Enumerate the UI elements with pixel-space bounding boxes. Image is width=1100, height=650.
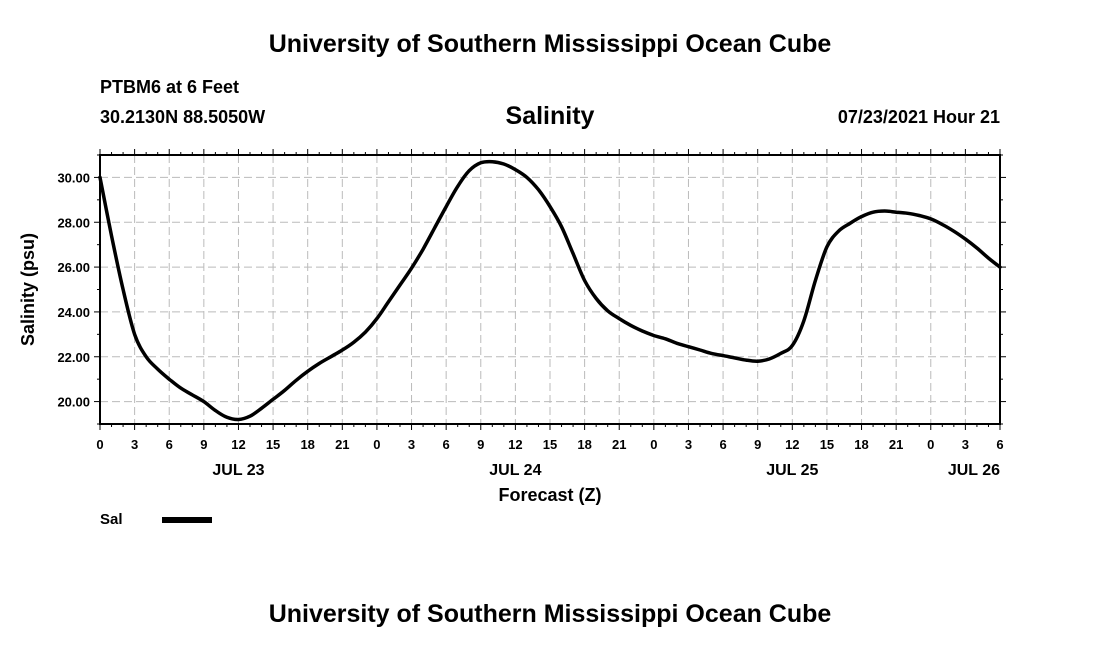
x-tick-label: 18 [854,437,868,452]
x-tick-label: 21 [335,437,349,452]
station-label: PTBM6 at 6 Feet [100,77,240,97]
x-tick-label: 9 [754,437,761,452]
x-tick-label: 12 [785,437,799,452]
chart-legend: Sal [100,511,212,528]
x-tick-label: 3 [131,437,138,452]
x-axis-label: Forecast (Z) [498,485,601,505]
x-tick-label: 12 [231,437,245,452]
x-tick-label: 18 [300,437,314,452]
x-tick-label: 0 [96,437,103,452]
x-tick-label: 3 [408,437,415,452]
y-tick-label: 24.00 [57,305,90,320]
x-tick-label: 21 [889,437,903,452]
x-tick-label: 15 [820,437,834,452]
series-line-sal [98,159,1002,422]
y-axis-label: Salinity (psu) [18,233,38,346]
chart-series [98,159,1002,422]
page-title: University of Southern Mississippi Ocean… [268,30,832,58]
x-tick-label: 6 [443,437,450,452]
chart-labels: 0 3 6 9 12 15 18 21 0 3 6 9 12 15 18 21 0 3 6 9 12 15 18 21 0 3 6 2… [18,170,1004,505]
x-tick-label: 18 [577,437,591,452]
x-tick-label: 0 [927,437,934,452]
date-label: JUL 24 [489,462,541,479]
x-tick-label: 6 [719,437,726,452]
date-label: JUL 26 [948,462,1000,479]
x-tick-label: 3 [685,437,692,452]
legend-label: Sal [100,511,123,528]
x-tick-label: 15 [543,437,557,452]
x-tick-label: 0 [373,437,380,452]
y-tick-label: 26.00 [57,260,90,275]
x-tick-label: 6 [166,437,173,452]
y-tick-label: 20.00 [57,395,90,410]
y-tick-label: 22.00 [57,350,90,365]
footer-title: University of Southern Mississippi Ocean… [268,600,832,628]
x-tick-label: 15 [266,437,280,452]
date-label: JUL 25 [766,462,818,479]
x-tick-label: 3 [962,437,969,452]
x-tick-label: 12 [508,437,522,452]
chart-axes [94,149,1006,430]
y-tick-label: 28.00 [57,215,90,230]
x-tick-label: 21 [612,437,626,452]
chart-grid [100,155,1000,424]
chart-title: Salinity [505,102,595,130]
x-tick-label: 9 [477,437,484,452]
x-tick-label: 9 [200,437,207,452]
y-tick-label: 30.00 [57,170,90,185]
x-tick-label: 0 [650,437,657,452]
date-label: JUL 23 [212,462,264,479]
forecast-timestamp: 07/23/2021 Hour 21 [837,107,1000,127]
x-tick-label: 6 [996,437,1003,452]
station-coordinates: 30.2130N 88.5050W [100,107,266,127]
